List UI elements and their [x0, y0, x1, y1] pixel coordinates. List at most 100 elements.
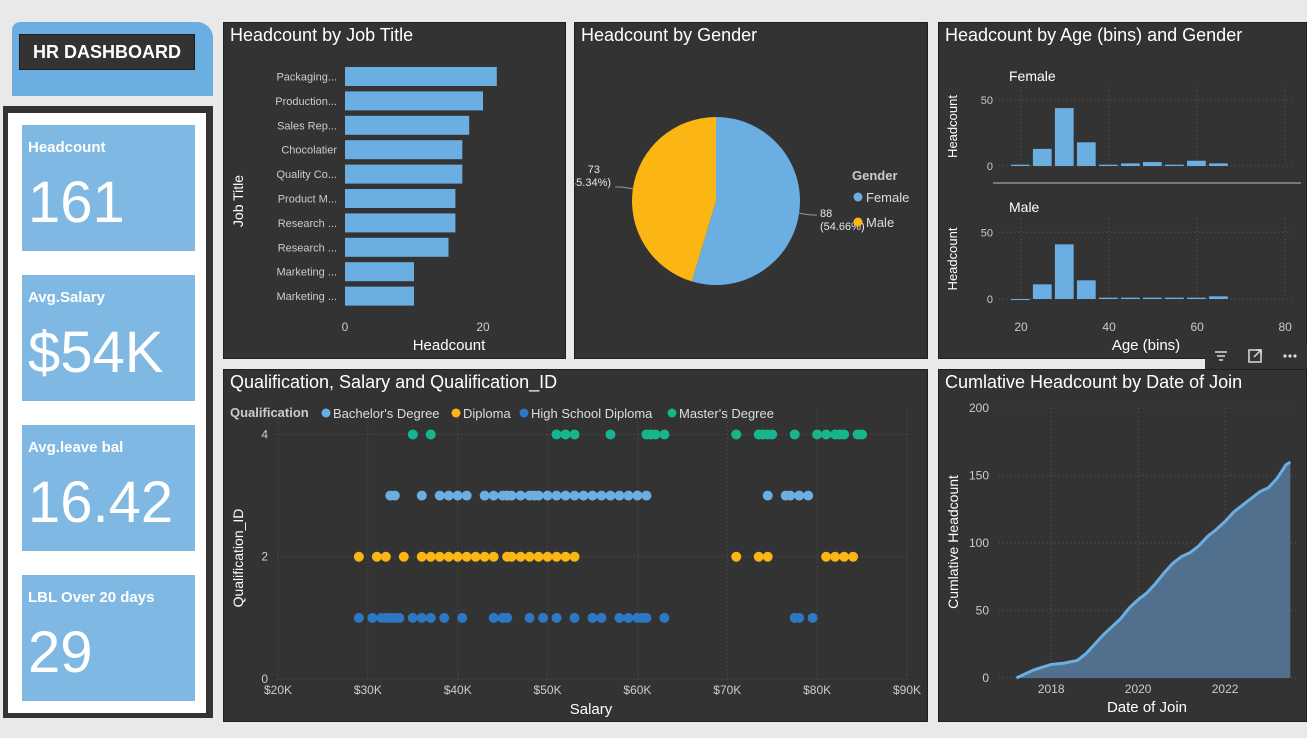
age-y-axis-label: Headcount	[945, 227, 960, 290]
gender-legend-item: Male	[866, 215, 894, 230]
job-title-bar	[345, 286, 414, 306]
title-card: HR DASHBOARD	[12, 22, 213, 96]
job-title-bar	[345, 91, 483, 111]
job-title-bar	[345, 115, 470, 135]
scatter-point	[578, 490, 589, 501]
gender-chart-title: Headcount by Gender	[581, 25, 758, 45]
qualification-panel[interactable]: Qualification, Salary and Qualification_…	[223, 369, 928, 722]
scatter-point	[830, 551, 841, 562]
job-title-bar	[345, 262, 414, 282]
cum-y-tick: 200	[969, 401, 989, 415]
cum-x-tick: 2018	[1038, 682, 1065, 696]
job-title-panel[interactable]: Headcount by Job Title Packaging... Produ…	[223, 22, 566, 359]
age-bar	[1010, 164, 1030, 166]
pie-data-label: 88	[820, 208, 832, 220]
scatter-point	[623, 490, 634, 501]
job-title-x-axis-label: Headcount	[413, 337, 486, 354]
scatter-legend-title: Qualification	[230, 405, 309, 420]
cum-y-tick: 150	[969, 469, 989, 483]
gender-legend-marker	[853, 217, 863, 227]
scatter-point	[587, 490, 598, 501]
cum-y-tick: 0	[982, 671, 989, 685]
gender-panel[interactable]: Headcount by Gender 88(54.66%) 73(45.34%)…	[574, 22, 928, 359]
job-title-bar	[345, 189, 456, 208]
scatter-x-tick: $50K	[534, 683, 562, 697]
scatter-point	[371, 551, 382, 562]
gender-legend-marker	[853, 192, 863, 202]
scatter-point	[614, 490, 625, 501]
scatter-point	[515, 551, 526, 562]
cumulative-panel[interactable]: Cumlative Headcount by Date of Join 0 50 1…	[938, 369, 1307, 722]
age-chart-title: Headcount by Age (bins) and Gender	[945, 25, 1243, 45]
scatter-point	[560, 551, 571, 562]
scatter-point	[731, 551, 742, 562]
scatter-legend-item: Master's Degree	[679, 406, 774, 421]
job-title-bar	[345, 67, 497, 86]
scatter-point	[551, 429, 562, 440]
scatter-point	[407, 612, 418, 623]
scatter-legend-marker	[519, 408, 529, 418]
scatter-point	[641, 490, 652, 501]
age-gender-panel[interactable]: Headcount by Age (bins) and Gender Femal…	[938, 22, 1307, 359]
age-bar	[1120, 297, 1140, 299]
scatter-point	[389, 490, 400, 501]
scatter-point	[659, 612, 670, 623]
kpi-lbl-over-20-value: 29	[28, 620, 93, 685]
age-x-tick: 60	[1190, 320, 1204, 334]
kpi-avg-salary-label: Avg.Salary	[28, 289, 105, 306]
scatter-point	[479, 490, 490, 501]
scatter-point	[416, 612, 427, 623]
job-title-chart-title: Headcount by Job Title	[230, 25, 414, 45]
job-title-tick-label: Product M...	[278, 194, 337, 206]
scatter-point	[794, 490, 805, 501]
scatter-point	[353, 612, 364, 623]
scatter-point	[398, 551, 409, 562]
scatter-legend-item: High School Diploma	[531, 406, 653, 421]
age-bar	[1187, 160, 1206, 166]
pie-data-percent: (45.34%)	[575, 177, 611, 189]
kpi-headcount-label: Headcount	[28, 139, 106, 156]
pie-data-percent: (54.66%)	[820, 221, 865, 233]
age-chart: Female 0 50 Headcount Male 0 50 Headcount 20 40 60…	[945, 68, 1301, 354]
scatter-point	[857, 429, 868, 440]
gender-chart: 88(54.66%) 73(45.34%) Gender Female Male	[575, 117, 909, 285]
pie-data-label: 73	[588, 164, 600, 176]
scatter-point	[803, 490, 814, 501]
scatter-legend-item: Diploma	[463, 406, 511, 421]
more-options-icon[interactable]	[1283, 354, 1297, 358]
scatter-point	[569, 612, 580, 623]
scatter-point	[762, 551, 773, 562]
scatter-point	[461, 490, 472, 501]
scatter-point	[380, 551, 391, 562]
age-bar	[1098, 164, 1118, 166]
age-bar	[1054, 108, 1074, 166]
gender-legend-title: Gender	[852, 168, 898, 183]
cumulative-chart: 0 50 100 150 200 2018 2020 2022 Date of Join Cuml…	[945, 401, 1299, 716]
age-bar	[1120, 163, 1140, 166]
scatter-point	[650, 429, 661, 440]
scatter-point	[461, 551, 472, 562]
scatter-point	[569, 551, 580, 562]
pie-leader-line	[615, 186, 633, 190]
kpi-avg-salary-value: $54K	[28, 320, 164, 385]
scatter-point	[524, 551, 535, 562]
kpi-headcount-value: 161	[28, 170, 125, 235]
scatter-point	[542, 490, 553, 501]
job-title-x-tick: 0	[342, 320, 349, 334]
scatter-point	[560, 429, 571, 440]
age-x-axis-label: Age (bins)	[1112, 337, 1180, 354]
scatter-point	[605, 429, 616, 440]
cum-area-fill	[1016, 462, 1291, 678]
filter-icon[interactable]	[1215, 351, 1227, 361]
age-bar	[1010, 299, 1030, 300]
scatter-point	[551, 551, 562, 562]
age-bar	[1032, 284, 1052, 299]
age-y-axis-label: Headcount	[945, 95, 960, 158]
age-x-tick: 80	[1279, 320, 1293, 334]
age-facet-label: Female	[1009, 68, 1056, 84]
job-title-tick-label: Marketing ...	[276, 267, 337, 279]
age-bar	[1164, 297, 1184, 299]
focus-mode-icon[interactable]	[1248, 349, 1262, 363]
cumulative-chart-title: Cumlative Headcount by Date of Join	[945, 372, 1243, 392]
scatter-point	[524, 612, 535, 623]
